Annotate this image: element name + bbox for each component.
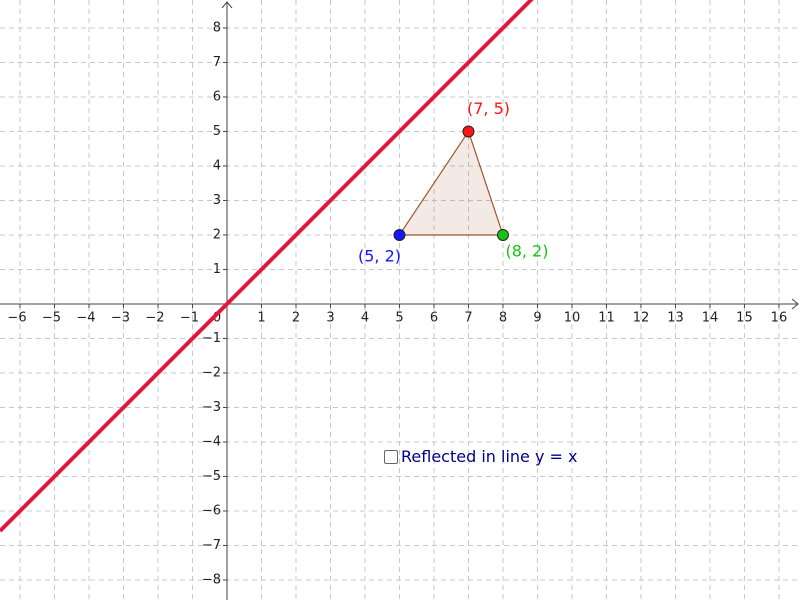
x-tick-label: 9 [533, 310, 541, 325]
y-tick-label: 8 [213, 20, 221, 35]
checkbox-box[interactable] [384, 449, 398, 464]
checkbox-label: Reflected in line y = x [401, 447, 578, 466]
y-tick-label: −1 [202, 331, 221, 346]
x-tick-label: 8 [499, 310, 507, 325]
y-tick-label: 2 [213, 227, 221, 242]
x-tick-label: 0 [213, 310, 221, 325]
point-label: (7, 5) [467, 99, 510, 118]
x-tick-label: 1 [257, 310, 265, 325]
x-tick-label: 4 [361, 310, 369, 325]
y-tick-label: 5 [213, 124, 221, 139]
y-tick-label: −8 [202, 572, 221, 587]
y-tick-label: −3 [202, 400, 221, 415]
x-axis-arrow [791, 298, 799, 310]
x-tick-label: −5 [42, 310, 61, 325]
y-tick-label: 4 [213, 158, 221, 173]
point-label: (8, 2) [505, 241, 548, 260]
y-tick-label: −6 [202, 503, 221, 518]
x-tick-label: 2 [292, 310, 300, 325]
x-tick-label: −6 [7, 310, 26, 325]
y-tick-label: 1 [213, 262, 221, 277]
point [496, 228, 509, 241]
y-tick-label: −2 [202, 365, 221, 380]
x-tick-label: 15 [736, 310, 753, 325]
point-label: (5, 2) [358, 246, 401, 265]
x-tick-label: 11 [598, 310, 615, 325]
x-tick-label: 12 [633, 310, 650, 325]
x-tick-label: −2 [145, 310, 164, 325]
x-tick-label: −1 [180, 310, 199, 325]
x-tick-label: 3 [326, 310, 334, 325]
x-tick-label: 5 [395, 310, 403, 325]
y-tick-label: −7 [202, 538, 221, 553]
y-tick-label: 6 [213, 89, 221, 104]
x-tick-label: 16 [771, 310, 788, 325]
x-tick-label: −3 [111, 310, 130, 325]
point [462, 125, 475, 138]
point [393, 228, 406, 241]
x-tick-label: −4 [76, 310, 95, 325]
x-tick-label: 13 [667, 310, 684, 325]
y-tick-label: −5 [202, 469, 221, 484]
y-tick-label: −4 [202, 434, 221, 449]
x-tick-label: 7 [464, 310, 472, 325]
x-tick-label: 6 [430, 310, 438, 325]
y-tick-label: 7 [213, 55, 221, 70]
x-tick-label: 10 [564, 310, 581, 325]
x-tick-label: 14 [702, 310, 719, 325]
triangle [398, 130, 504, 236]
checkbox[interactable]: Reflected in line y = x [384, 447, 577, 466]
y-axis-arrow [221, 1, 233, 9]
reflection-line [0, 0, 534, 533]
y-tick-label: 3 [213, 193, 221, 208]
